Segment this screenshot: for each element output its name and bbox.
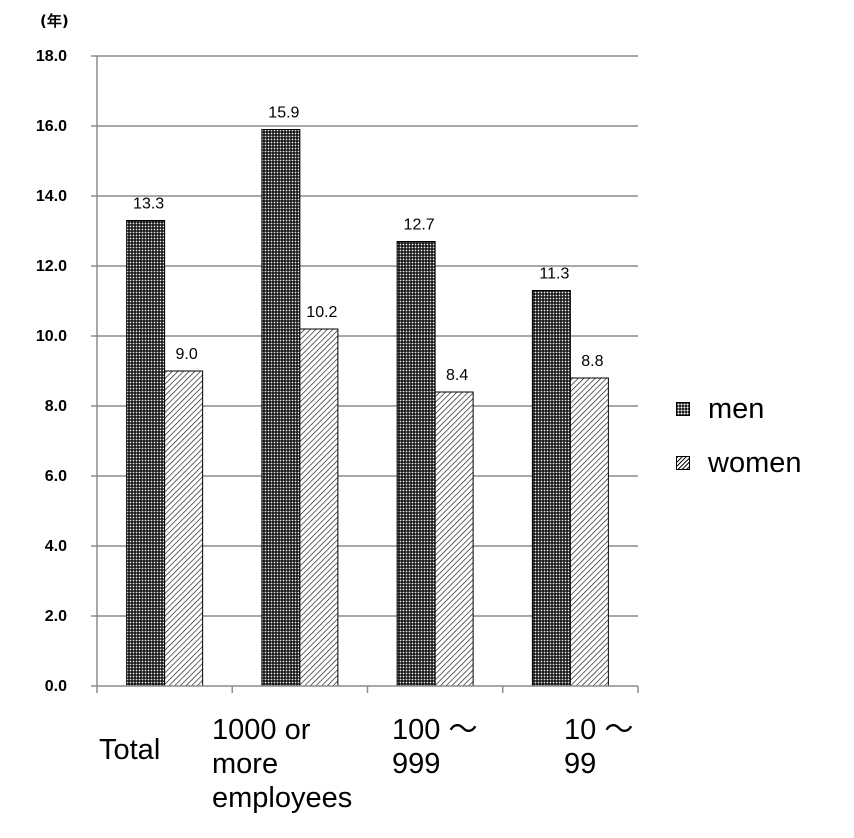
y-tick-label: 18.0: [36, 48, 67, 65]
data-label-women: 8.8: [581, 353, 603, 370]
men-swatch-icon: [676, 402, 690, 416]
x-category-label-1000-or-more: 1000 or more employees: [212, 714, 353, 814]
y-axis-unit-label: (年): [40, 12, 69, 30]
women-swatch-icon: [676, 456, 690, 470]
y-tick-label: 14.0: [36, 188, 67, 205]
data-label-men: 11.3: [539, 266, 569, 283]
data-label-women: 10.2: [306, 304, 337, 321]
bar-men: [261, 129, 301, 687]
data-label-women: 9.0: [176, 346, 198, 363]
bar-men: [531, 290, 571, 687]
legend-item-women: women: [676, 436, 802, 490]
data-label-men: 15.9: [268, 105, 299, 122]
bar-women: [569, 377, 609, 687]
y-tick-label: 0.0: [45, 678, 67, 695]
legend-label-men: men: [708, 392, 765, 425]
chart-legend: men women: [676, 382, 802, 490]
legend-item-men: men: [676, 382, 802, 436]
x-category-label-10-99: 10 〜 99: [564, 714, 634, 780]
bar-women: [164, 370, 204, 687]
data-label-men: 13.3: [133, 196, 164, 213]
y-tick-label: 8.0: [45, 398, 67, 415]
y-tick-label: 4.0: [45, 538, 67, 555]
y-tick-label: 10.0: [36, 328, 67, 345]
y-tick-label: 12.0: [36, 258, 67, 275]
y-tick-label: 6.0: [45, 468, 67, 485]
y-tick-label: 2.0: [45, 608, 67, 625]
bar-men: [126, 220, 166, 687]
x-category-label-100-999: 100 〜 999: [392, 714, 478, 780]
data-label-men: 12.7: [404, 217, 435, 234]
x-category-label-total: Total: [99, 734, 161, 766]
y-tick-label: 16.0: [36, 118, 67, 135]
bar-men: [396, 241, 436, 687]
legend-label-women: women: [708, 446, 802, 479]
bar-women: [299, 328, 339, 687]
bar-women: [434, 391, 474, 687]
data-label-women: 8.4: [446, 367, 468, 384]
